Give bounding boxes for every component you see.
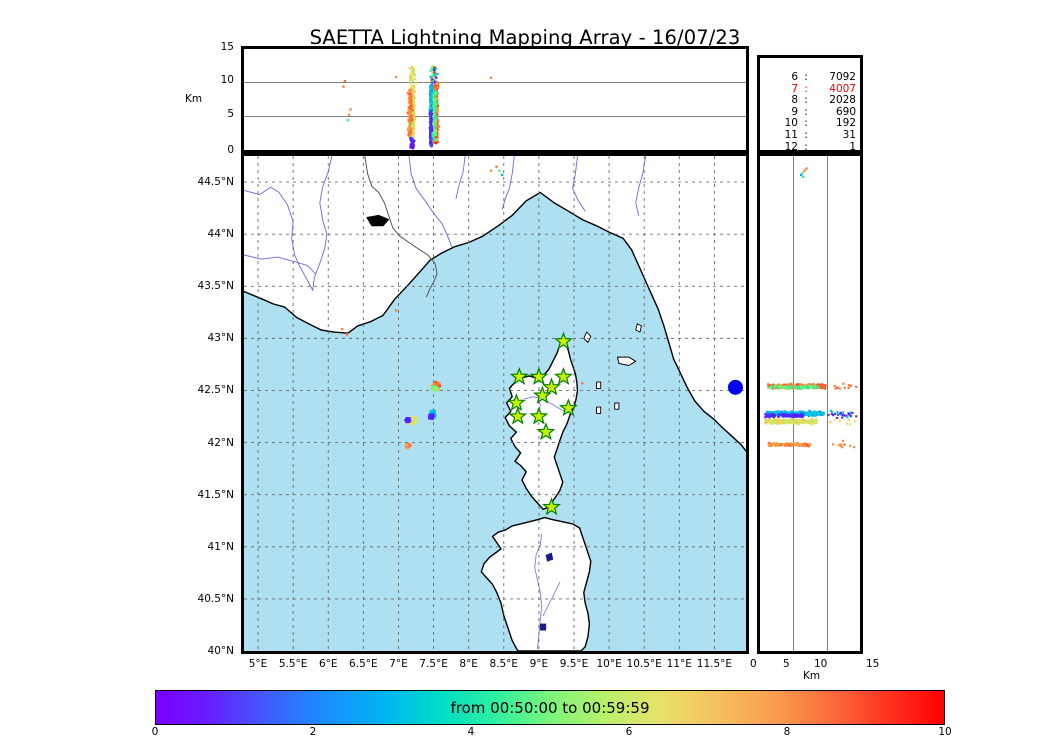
longitude-tick: 9°E	[529, 658, 549, 670]
colorbar-tick: 4	[467, 726, 475, 738]
altitude-longitude-scatter	[342, 65, 493, 150]
altitude-longitude-plot-area	[244, 49, 746, 150]
altitude-latitude-scatter	[764, 167, 858, 449]
map-panel	[241, 153, 749, 654]
altitude-latitude-panel	[757, 153, 863, 654]
source-count-value: 4007	[829, 82, 856, 95]
colorbar-tick: 6	[625, 726, 633, 738]
source-count-row: 12: 1	[760, 140, 860, 154]
latitude-tick: 41°N	[207, 540, 234, 553]
gridline-alt-5	[793, 156, 795, 651]
latitude-tick: 43.5°N	[197, 280, 234, 293]
colorbar-tick: 10	[938, 726, 952, 738]
top-ytick-5: 5	[227, 108, 234, 120]
latitude-tick: 42.5°N	[197, 384, 234, 397]
latitude-tick: 44°N	[207, 228, 234, 241]
source-count-value: 2028	[829, 94, 856, 107]
longitude-tick: 10.5°E	[626, 658, 662, 670]
right-panel-axis-label: Km	[803, 670, 821, 682]
longitude-tick: 10°E	[596, 658, 622, 670]
longitude-tick: 9.5°E	[559, 658, 589, 670]
latitude-tick: 40°N	[207, 645, 234, 657]
source-count-separator: :	[804, 128, 808, 141]
source-count-value: 690	[835, 105, 856, 118]
latitude-tick: 42°N	[207, 436, 234, 449]
altitude-longitude-panel	[241, 46, 749, 153]
longitude-tick: 5.5°E	[278, 658, 308, 670]
latitude-tick: 43°N	[207, 332, 234, 345]
latitude-tick: 41.5°N	[197, 488, 234, 501]
right-xtick-5: 5	[783, 658, 790, 670]
map-plot-area	[244, 156, 746, 651]
longitude-tick: 6°E	[318, 658, 338, 670]
colorbar-gradient	[156, 691, 944, 724]
longitude-tick: 7.5°E	[419, 658, 448, 670]
longitude-tick: 7°E	[389, 658, 408, 670]
longitude-tick: 8°E	[459, 658, 478, 670]
source-count-table: 6: 7092 7: 4007 8: 2028 9: 690 10: 192 11: 31 12: 1	[760, 71, 860, 154]
top-panel-axis-label: Km	[185, 93, 203, 105]
gridline-alt-10	[244, 82, 746, 84]
colorbar-tick: 8	[783, 726, 791, 738]
source-count-value: 1	[849, 140, 856, 153]
top-ytick-15: 15	[220, 41, 234, 53]
source-count-separator: :	[804, 105, 808, 118]
top-ytick-10: 10	[220, 74, 234, 86]
longitude-tick: 8.5°E	[489, 658, 519, 670]
altitude-latitude-plot-area	[760, 156, 860, 651]
gridline-alt-5	[244, 115, 746, 117]
right-xtick-15: 15	[866, 658, 880, 670]
source-count-row: 8: 2028	[760, 95, 860, 107]
gridline-alt-10	[826, 156, 828, 651]
source-count-key: 7	[791, 82, 798, 95]
source-count-row: 11: 31	[760, 128, 860, 142]
longitude-tick: 11°E	[666, 658, 692, 670]
source-count-key: 9	[791, 105, 798, 118]
source-count-row: 6: 7092	[760, 71, 860, 84]
top-ytick-0: 0	[227, 144, 234, 156]
longitude-tick: 5°E	[248, 658, 268, 670]
colorbar-tick: 2	[309, 726, 317, 738]
longitude-tick: 6.5°E	[349, 658, 378, 670]
latitude-tick: 40.5°N	[197, 592, 234, 605]
source-count-value: 7092	[829, 71, 856, 83]
source-count-row: 7: 4007	[760, 82, 860, 96]
source-count-key: 6	[791, 71, 798, 83]
page-title: SAETTA Lightning Mapping Array - 16/07/2…	[309, 26, 741, 49]
source-count-legend: 6: 7092 7: 4007 8: 2028 9: 690 10: 192 11: 31 12: 1	[757, 55, 863, 153]
source-count-key: 12	[784, 140, 798, 153]
source-count-row: 9: 690	[760, 105, 860, 119]
right-xtick-0: 0	[750, 658, 757, 670]
source-count-key: 10	[784, 117, 798, 130]
colorbar-time-label: from 00:50:00 to 00:59:59	[450, 698, 650, 717]
source-count-key: 11	[784, 128, 798, 141]
colorbar-tick: 0	[151, 726, 159, 738]
latitude-tick: 44.5°N	[197, 176, 234, 189]
colorbar[interactable]: from 00:50:00 to 00:59:59	[155, 690, 945, 725]
right-xtick-10: 10	[814, 658, 828, 670]
source-count-row: 10: 192	[760, 118, 860, 130]
source-count-value: 192	[835, 117, 856, 130]
source-count-separator: :	[804, 140, 808, 153]
map-geography	[244, 156, 746, 651]
source-count-separator: :	[804, 71, 808, 83]
source-count-separator: :	[804, 82, 808, 95]
source-count-key: 8	[791, 94, 798, 107]
source-count-separator: :	[804, 117, 808, 130]
longitude-tick: 11.5°E	[696, 658, 733, 670]
source-count-separator: :	[804, 94, 808, 107]
source-count-value: 31	[842, 128, 856, 141]
